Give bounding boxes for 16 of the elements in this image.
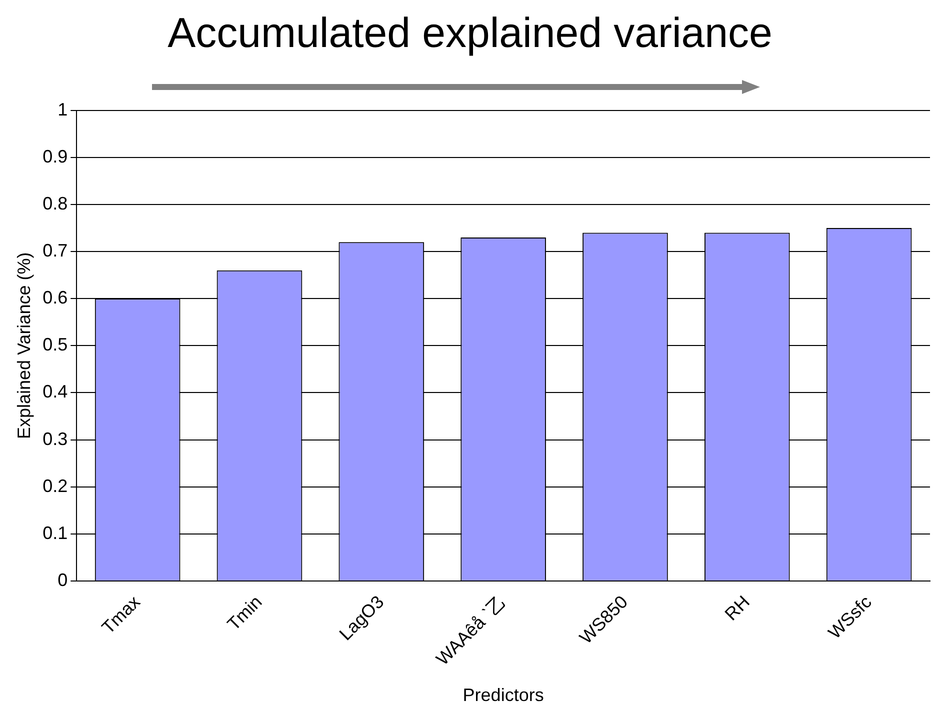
y-tick-label: 0.8	[42, 193, 68, 214]
y-axis-title: Explained Variance (%)	[14, 252, 34, 440]
x-axis-title: Predictors	[462, 685, 544, 706]
y-tick-label: 0.2	[42, 476, 68, 496]
y-tick-label: 0	[58, 570, 68, 590]
chart-title: Accumulated explained variance	[168, 8, 772, 56]
x-tick-label: Tmin	[223, 592, 266, 634]
y-tick-label: 0.3	[42, 428, 68, 449]
y-tick-label: 0.4	[42, 382, 68, 402]
y-tick-label: 1	[58, 99, 68, 120]
y-tick-label: 0.9	[42, 146, 68, 166]
y-tick-label: 0.5	[42, 334, 68, 355]
y-tick-label: 0.7	[42, 240, 68, 261]
y-tick-label: 0.1	[42, 522, 68, 543]
x-tick-label: RH	[720, 592, 754, 624]
y-tick-label: 0.6	[42, 288, 68, 308]
